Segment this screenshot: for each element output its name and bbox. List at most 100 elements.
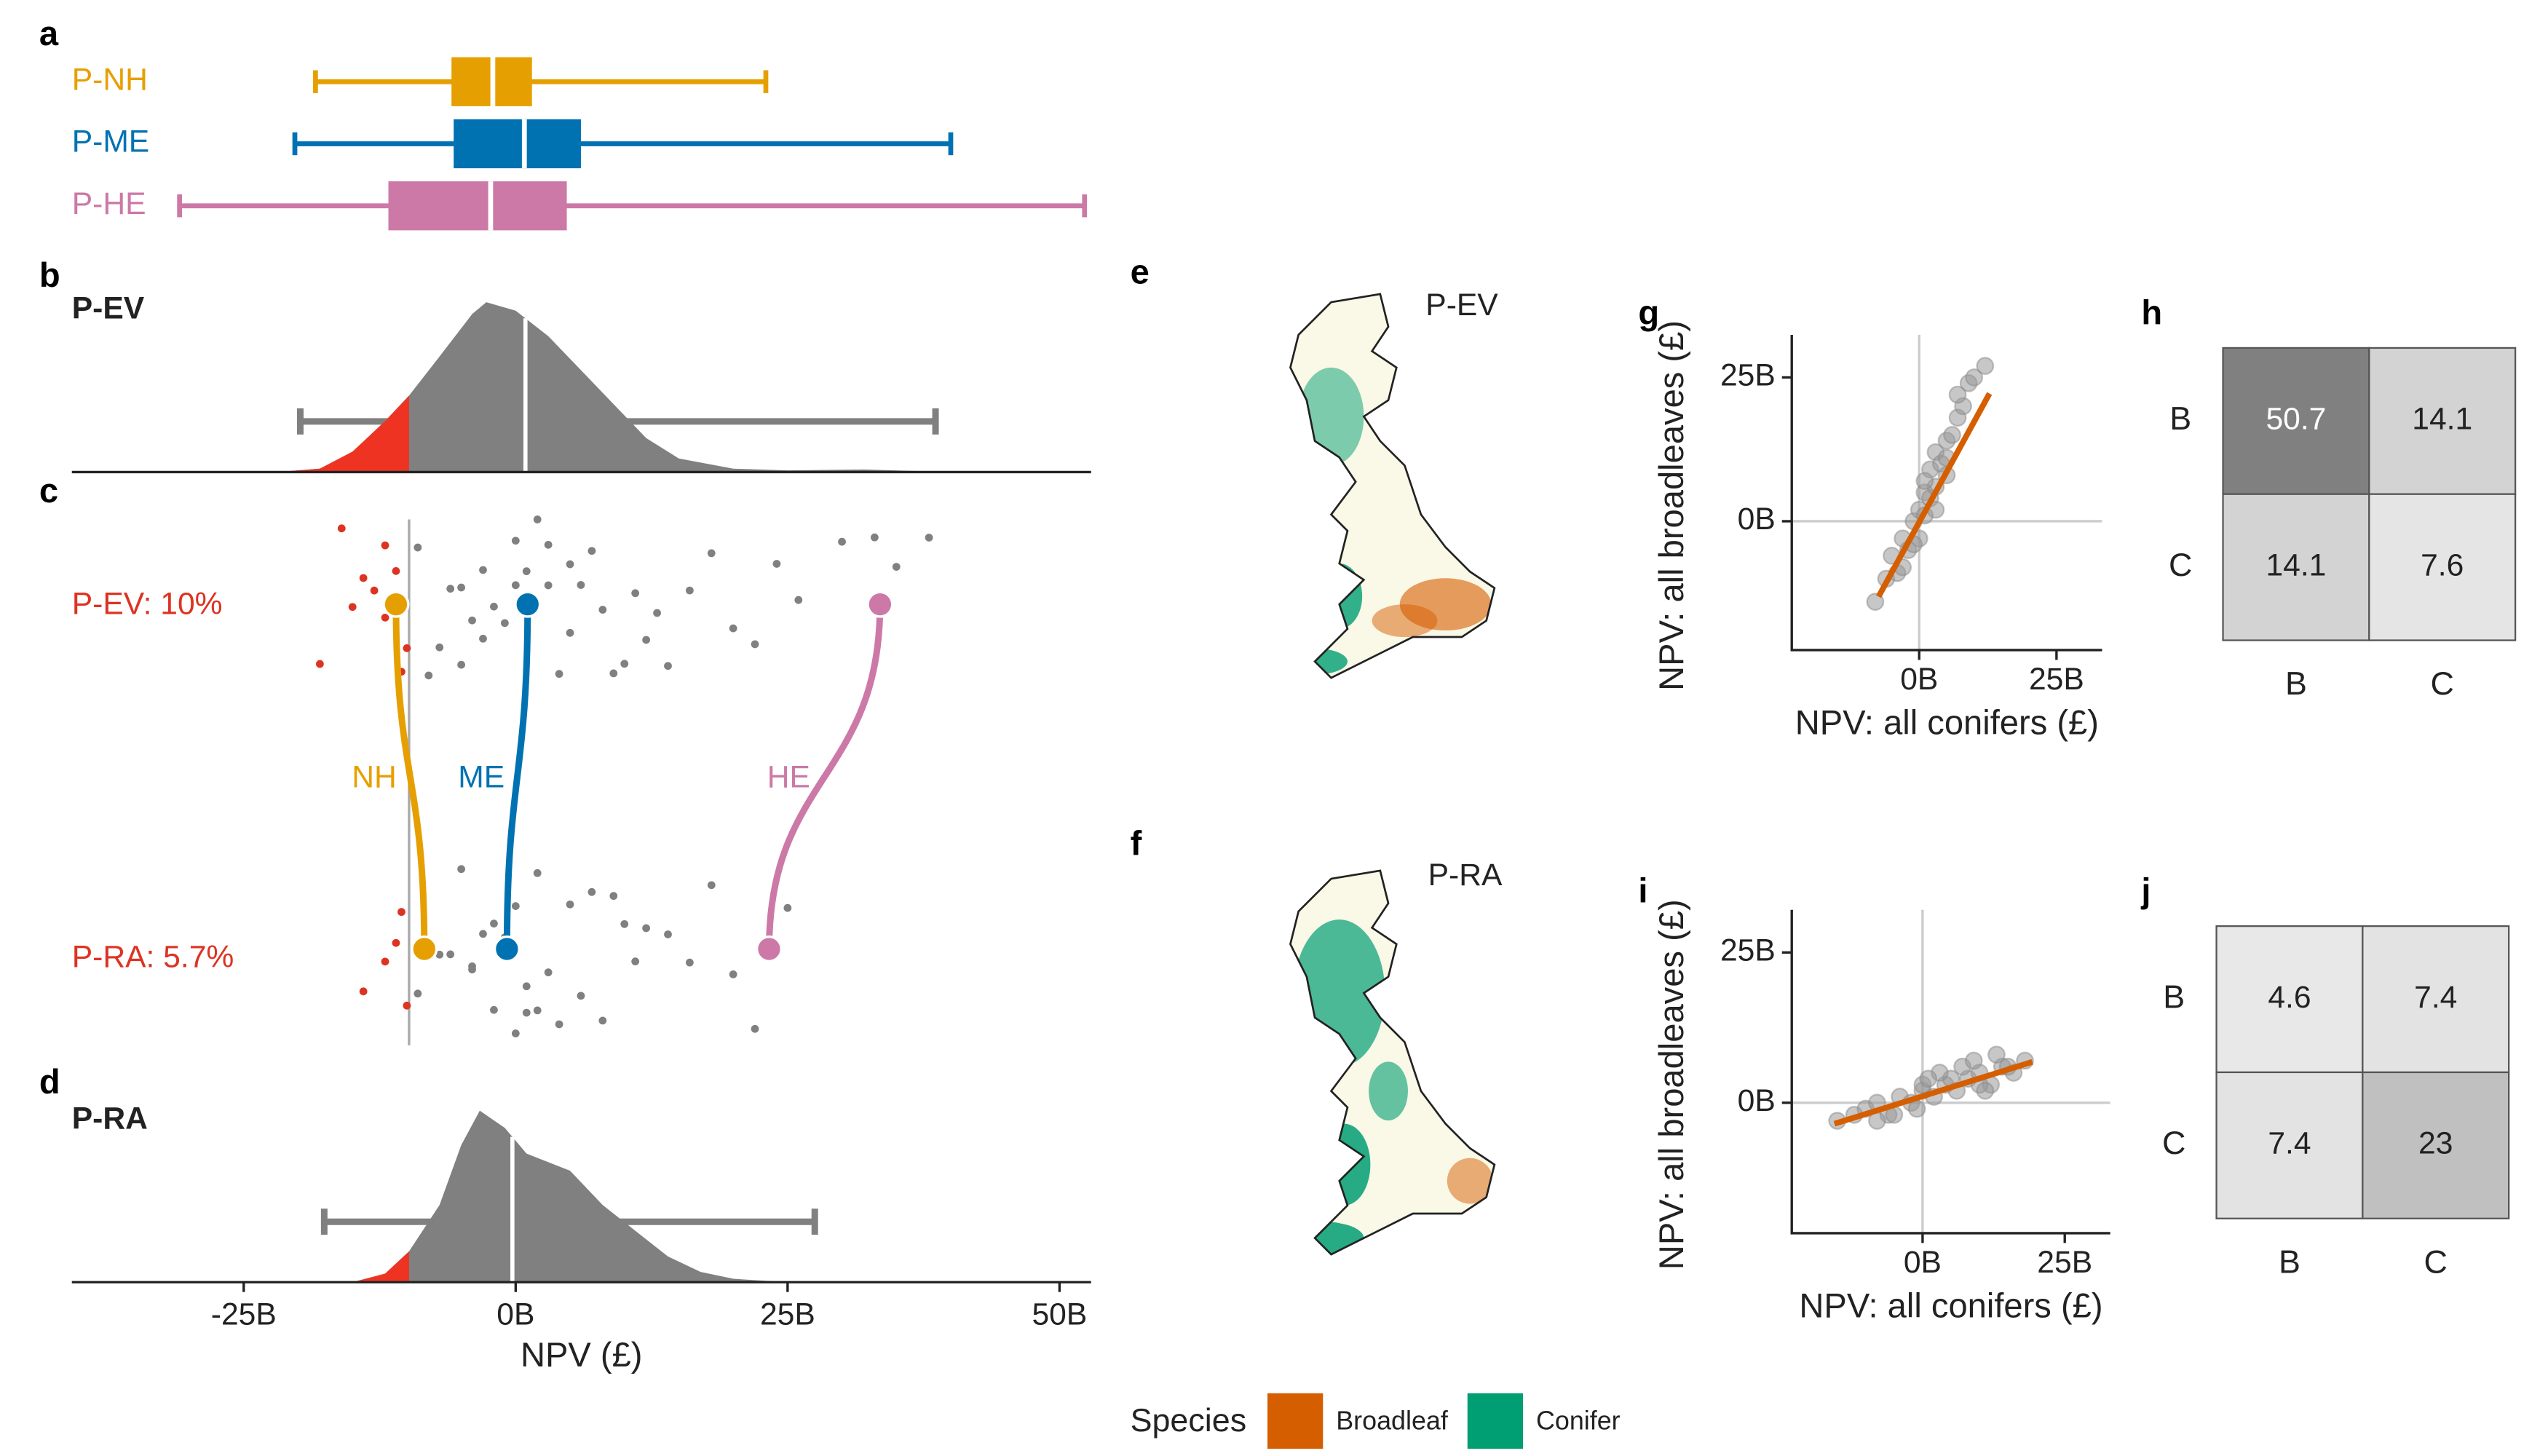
point (435, 643, 444, 652)
panel-letter: a (39, 14, 59, 52)
point (664, 662, 672, 670)
point (359, 987, 368, 996)
point (468, 616, 476, 625)
cell (2362, 1071, 2510, 1219)
x-tick-label: 0B (1904, 1245, 1942, 1280)
point (457, 865, 466, 874)
y-tick-label: 0B (1738, 1083, 1776, 1118)
legend-swatch (1467, 1393, 1524, 1449)
point (403, 1001, 411, 1010)
cell (2215, 1071, 2364, 1219)
point (392, 938, 400, 947)
point (1907, 1099, 1926, 1118)
point (653, 609, 661, 617)
point (544, 540, 553, 549)
point (577, 992, 585, 1000)
point (751, 1024, 759, 1033)
point (403, 644, 411, 652)
point (555, 670, 563, 678)
point (631, 957, 640, 966)
x-tick-label: 25B (760, 1297, 815, 1332)
panel-letter: h (2141, 293, 2162, 331)
link-end (411, 935, 438, 963)
density-area (352, 1110, 788, 1283)
link-label: ME (458, 759, 505, 794)
map-e-shape (1289, 293, 1496, 679)
density-area (276, 302, 951, 472)
panel-letter: d (39, 1062, 60, 1101)
point (522, 567, 531, 576)
point (1943, 426, 1961, 444)
cell (2222, 347, 2370, 495)
row-label: P-EV: 10% (72, 587, 223, 622)
x-axis-label: NPV (£) (521, 1335, 643, 1374)
axis-line (1790, 909, 2110, 1235)
point (381, 541, 389, 550)
point (1866, 593, 1885, 611)
cell (2362, 925, 2510, 1074)
point (479, 930, 487, 938)
link-end (866, 590, 894, 618)
point (685, 586, 694, 595)
link-label: HE (767, 759, 810, 794)
link (503, 604, 531, 949)
point (577, 581, 585, 589)
point (598, 1016, 607, 1025)
point (446, 950, 455, 959)
x-tick-label: 25B (2037, 1245, 2092, 1280)
point (838, 537, 846, 546)
point (397, 908, 405, 917)
point (707, 549, 716, 558)
col-label: B (2279, 1243, 2300, 1280)
point (729, 624, 737, 633)
cell (2368, 493, 2517, 641)
point (642, 636, 651, 644)
cell-label: 23 (2418, 1126, 2453, 1161)
link-end (382, 590, 410, 618)
cell (2215, 925, 2364, 1074)
col-label: B (2285, 665, 2307, 702)
point (533, 869, 542, 877)
panel-letter: g (1638, 293, 1659, 331)
x-axis-label: NPV: all conifers (£) (1799, 1286, 2102, 1325)
cell-label: 4.6 (2268, 980, 2311, 1015)
link-label: NH (352, 759, 397, 794)
point (620, 660, 629, 668)
point (392, 566, 400, 575)
point (414, 543, 422, 552)
point (511, 902, 520, 911)
cell-label: 7.6 (2421, 547, 2464, 582)
point (1915, 472, 1934, 491)
point (370, 586, 379, 595)
series-label: P-NH (72, 62, 148, 97)
point (424, 671, 433, 680)
point (642, 924, 651, 933)
point (1919, 1069, 1938, 1088)
point (772, 560, 781, 568)
point (511, 1029, 520, 1037)
density-tail (276, 395, 409, 472)
point (359, 574, 368, 582)
point (609, 892, 618, 901)
col-label: C (2424, 1243, 2448, 1280)
point (587, 887, 596, 896)
panel-letter: f (1131, 824, 1142, 863)
x-tick-label: -25B (211, 1297, 277, 1332)
point (544, 581, 553, 590)
panel-title: P-EV (72, 291, 145, 326)
row-label: C (2169, 546, 2192, 583)
point (751, 640, 759, 649)
series-label: P-HE (72, 186, 146, 221)
y-tick-label: 25B (1720, 933, 1776, 968)
point (457, 660, 466, 669)
panel-letter: c (39, 471, 58, 510)
point (381, 957, 389, 966)
point (522, 982, 531, 991)
point (783, 903, 792, 912)
point (1987, 1045, 2006, 1064)
point (446, 585, 455, 593)
legend-label: Conifer (1536, 1406, 1621, 1436)
point (620, 919, 629, 928)
point (1976, 357, 1995, 375)
point (544, 968, 553, 977)
